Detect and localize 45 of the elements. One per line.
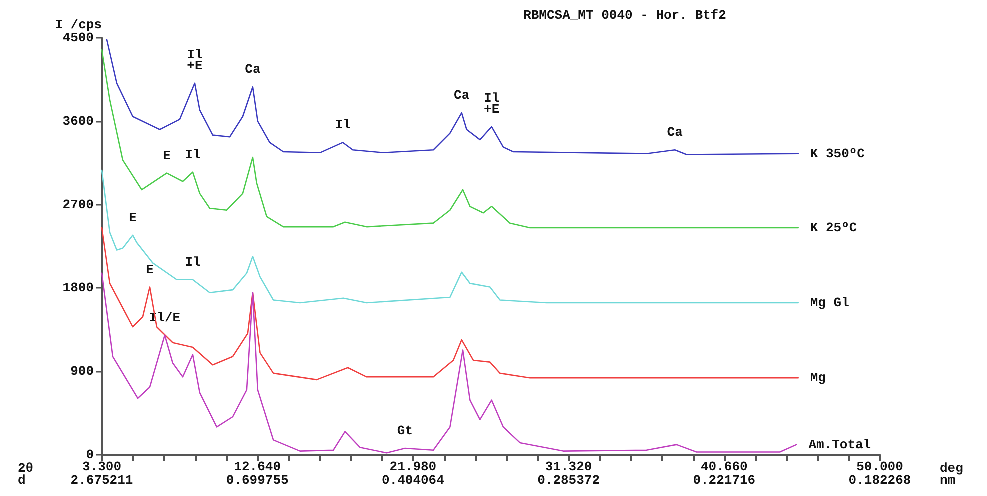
text: 0.182268 [848,473,912,488]
text: 2.675211 [70,473,134,488]
annotation: Il +E [187,47,203,74]
annotation: Ca [245,62,261,78]
y-tick-label: 0 [86,448,94,462]
x-tick-label: 21.980 [390,460,437,474]
text: nm [940,473,956,488]
y-tick-label: 3600 [62,114,94,129]
annotation: Ca [667,125,684,140]
y-axis-title: I /cps [55,18,102,33]
annotation: E [129,210,138,226]
text: 0.285372 [538,473,600,488]
y-tick-label: 900 [70,364,94,380]
series-label: Am.Total [808,437,872,452]
line-series [101,227,800,381]
x-tick-label: 3.300 [82,460,122,474]
text: 2θ [18,461,34,476]
text: deg [940,461,964,476]
x-tick-label: 31.320 [545,460,592,474]
annotation: Il [335,118,352,133]
series-label: Mg [810,370,826,386]
line-series [101,272,798,454]
text: 0.404064 [382,473,445,488]
annotation: Ca [454,88,470,104]
x-tick-label: 40.660 [700,460,748,474]
text: 0.699755 [226,473,289,488]
line-series [101,170,800,304]
annotation: Il [185,254,201,270]
annotation: Gt [397,424,414,439]
x-tick-label: 12.640 [234,460,282,474]
series-label: Mg Gl [810,296,850,311]
y-tick-label: 2700 [62,197,94,212]
chart-title: RBMCSA_MT 0040 - Hor. Btf2 [524,8,727,23]
series-label: K 25ºC [810,220,858,236]
line-series [101,49,800,229]
y-tick-label: 1800 [62,280,94,296]
series-label: K 350ºC [810,146,866,162]
text: 0.221716 [693,473,756,488]
annotation: Il +E [484,90,500,117]
text: d [18,473,26,488]
annotation: E [163,148,172,164]
x-tick-label: 50.000 [856,460,904,474]
annotation: E [146,262,154,278]
y-tick-label: 4500 [62,30,94,46]
annotation: Il [185,147,201,162]
